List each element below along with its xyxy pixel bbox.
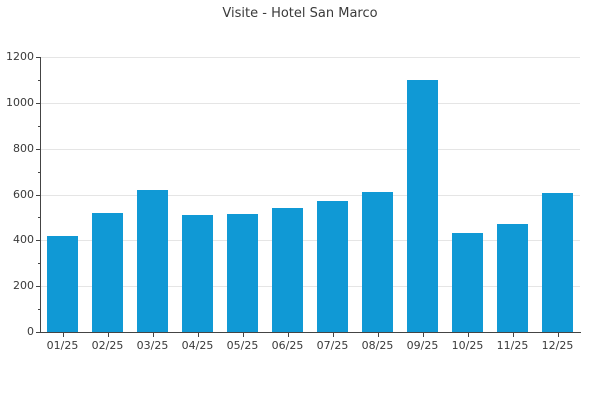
x-tick (197, 333, 199, 337)
y-tick-label: 600 (13, 187, 34, 201)
y-tick-label: 800 (13, 141, 34, 155)
x-tick-label: 10/25 (451, 339, 484, 352)
y-tick (36, 57, 40, 58)
x-tick-label: 03/25 (136, 339, 169, 352)
x-axis-spine (40, 332, 581, 333)
bar (227, 213, 258, 332)
x-tick-label: 12/25 (541, 339, 574, 352)
bar (182, 215, 213, 332)
y-tick-label: 200 (13, 279, 34, 293)
gridline (41, 194, 580, 196)
bar (317, 201, 348, 332)
bar (407, 79, 438, 332)
y-minor-tick (37, 217, 40, 219)
x-tick (107, 333, 109, 337)
x-tick-label: 07/25 (316, 339, 349, 352)
chart-title: Visite - Hotel San Marco (222, 6, 378, 21)
x-tick-label: 01/25 (46, 339, 79, 352)
x-tick (377, 333, 379, 337)
y-tick (36, 332, 40, 333)
y-minor-tick (37, 79, 40, 81)
gridline (41, 148, 580, 150)
y-tick-label: 1200 (6, 50, 34, 63)
y-tick-label: 0 (27, 325, 34, 338)
gridline (41, 286, 580, 288)
x-tick (557, 333, 559, 337)
bar (137, 189, 168, 332)
bar (542, 193, 573, 332)
bar (272, 208, 303, 332)
x-tick-label: 09/25 (406, 339, 439, 352)
x-tick (62, 333, 64, 337)
gridline (41, 57, 580, 58)
y-minor-tick (37, 125, 40, 127)
x-tick-label: 02/25 (91, 339, 124, 352)
y-tick (36, 148, 40, 150)
y-minor-tick (37, 263, 40, 265)
bar (497, 224, 528, 332)
bar (362, 192, 393, 332)
y-tick-label: 1000 (6, 95, 34, 109)
x-tick-label: 04/25 (181, 339, 214, 352)
x-tick-label: 06/25 (271, 339, 304, 352)
x-tick-label: 08/25 (361, 339, 394, 352)
y-tick (36, 102, 40, 104)
y-tick (36, 194, 40, 196)
gridline (41, 240, 580, 242)
x-tick (467, 333, 469, 337)
gridline (41, 102, 580, 104)
y-axis-spine (40, 57, 41, 333)
x-tick (332, 333, 334, 337)
y-tick (36, 286, 40, 288)
y-minor-tick (37, 309, 40, 311)
bar (92, 212, 123, 332)
y-tick-label: 400 (13, 233, 34, 247)
y-tick (36, 240, 40, 242)
x-tick (287, 333, 289, 337)
x-tick-label: 11/25 (496, 339, 529, 352)
y-minor-tick (37, 171, 40, 173)
x-tick (422, 333, 424, 337)
x-tick (512, 333, 514, 337)
x-tick (242, 333, 244, 337)
x-tick-label: 05/25 (226, 339, 259, 352)
x-tick (152, 333, 154, 337)
bar (452, 233, 483, 332)
bar (47, 235, 78, 332)
